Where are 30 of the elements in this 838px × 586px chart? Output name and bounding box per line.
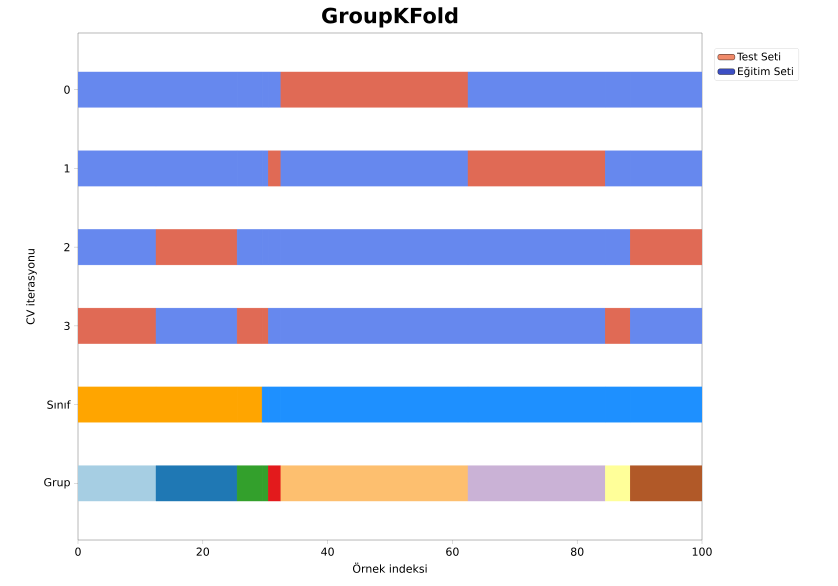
y-tick-label: 1	[64, 164, 70, 172]
y-tick-label: 3	[64, 322, 70, 330]
bar	[468, 465, 606, 502]
x-tick-label: 60	[446, 548, 459, 556]
y-tick-label: Sınıf	[47, 400, 71, 409]
x-tick-label: 40	[321, 548, 334, 556]
x-tick-label: 80	[570, 548, 584, 556]
y-tick-label: Grup	[44, 478, 70, 489]
x-tick-label: 100	[692, 548, 712, 556]
legend-label: Test Seti	[737, 52, 780, 60]
bar	[280, 72, 468, 108]
y-tick-label: 0	[64, 86, 70, 94]
y-tick-label: 2	[64, 243, 70, 252]
bar	[156, 308, 238, 344]
bar	[280, 465, 468, 502]
legend-label: Eğitim Seti	[738, 66, 793, 78]
bar	[605, 465, 630, 502]
y-axis-title: CV iterasyonu	[26, 249, 37, 324]
bar	[156, 229, 238, 266]
bar	[630, 465, 702, 502]
bar	[280, 150, 468, 186]
bar	[468, 150, 606, 186]
x-tick-label: 0	[75, 548, 81, 556]
x-axis-title: Örnek indeksi	[352, 562, 427, 573]
bar	[268, 150, 281, 186]
bar	[156, 465, 238, 502]
bar	[605, 308, 630, 344]
bar	[268, 465, 281, 502]
x-tick-label: 20	[196, 548, 210, 556]
chart-title: GroupKFold	[322, 7, 458, 28]
